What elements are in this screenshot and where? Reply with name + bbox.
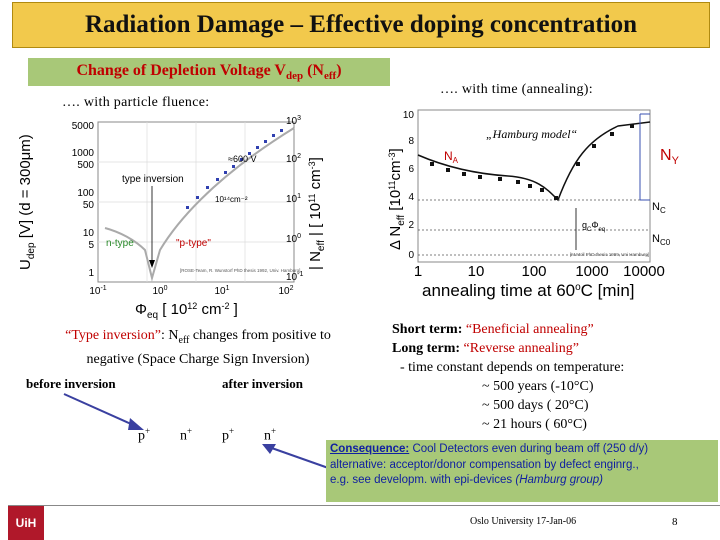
svg-text:10-1: 10-1 <box>286 271 303 283</box>
consequence-line3: e.g. see developm. with epi-devices (Ham… <box>330 474 603 486</box>
svg-text:100: 100 <box>77 188 94 199</box>
annealing-ylabel: Δ Neff [1011cm-3] <box>387 148 407 250</box>
svg-text:50: 50 <box>83 200 95 211</box>
svg-text:101: 101 <box>214 285 229 297</box>
university-logo: UiH <box>8 506 44 540</box>
fluence-credit: [ROSE-Team, R. Wunstorf PhD thesis 1992,… <box>180 268 300 273</box>
svg-text:1000: 1000 <box>575 263 608 280</box>
svg-text:102: 102 <box>278 285 293 297</box>
before-inversion-label: before inversion <box>26 376 116 391</box>
after-field-arrow <box>262 444 335 471</box>
short-term-line: Short term: “Beneficial annealing” <box>392 322 594 337</box>
annealing-curve <box>417 121 651 202</box>
nc-label: NC <box>652 201 666 215</box>
long-term-line: Long term: “Reverse annealing” <box>392 341 579 356</box>
annealing-chart: 10 8 6 4 2 0 1 10 100 1000 10000 Δ Neff … <box>387 109 680 300</box>
svg-text:103: 103 <box>286 115 301 127</box>
subtitle: Change of Depletion Voltage Vdep (Neff) <box>76 61 342 83</box>
consequence-text: Cool Detectors even during beam off (250… <box>409 443 649 455</box>
svg-text:1000: 1000 <box>72 148 95 159</box>
svg-text:2: 2 <box>408 220 414 231</box>
annot-fluence: 10¹⁴cm⁻² <box>215 195 248 204</box>
svg-text:1: 1 <box>88 268 94 279</box>
consequence-box: Consequence: Cool Detectors even during … <box>326 440 718 502</box>
after-p-plus: p+ <box>222 426 235 444</box>
na-label: NA <box>444 149 459 165</box>
tc-line-3: ~ 21 hours ( 60°C) <box>482 417 587 432</box>
fluence-curve <box>104 127 295 282</box>
svg-text:1: 1 <box>414 263 422 280</box>
gc-label: gCΦeq <box>582 220 605 233</box>
svg-text:10000: 10000 <box>623 263 665 280</box>
type-inversion-arrowhead <box>149 260 155 268</box>
before-p-plus: p+ <box>138 426 151 444</box>
fluence-chart: 5000 1000 500 100 50 10 5 1 103 102 101 … <box>17 115 327 320</box>
right-ytick-labels: 103 102 101 100 10-1 <box>286 115 303 283</box>
consequence-label: Consequence: <box>330 443 410 455</box>
after-inversion-label: after inversion <box>222 376 303 391</box>
annot-600v: ≈600 V <box>228 154 256 164</box>
fluence-ylabel-right: | Neff | [ 1011 cm-3] <box>307 157 327 270</box>
ny-label: NY <box>660 147 680 167</box>
before-field-arrow <box>63 393 144 430</box>
svg-text:0: 0 <box>408 250 414 261</box>
nc0-label: NC0 <box>652 233 671 247</box>
fluence-xtick-labels: 10-1 100 101 102 <box>89 285 293 297</box>
svg-text:4: 4 <box>408 192 414 203</box>
svg-text:10: 10 <box>83 228 95 239</box>
annealing-credit: [M.Moll PhD thesis 1999, Uni Hamburg] <box>570 252 649 257</box>
annot-ntype: n-type <box>106 238 134 249</box>
svg-text:10-1: 10-1 <box>89 285 106 297</box>
svg-text:10: 10 <box>468 263 485 280</box>
annealing-xtick-labels: 1 10 100 1000 10000 <box>414 263 665 280</box>
tc-line-2: ~ 500 days ( 20°C) <box>482 398 589 413</box>
fluence-points <box>186 129 283 209</box>
fluence-xlabel: Φeq [ 1012 cm-2 ] <box>135 301 238 320</box>
with-fluence-label: …. with particle fluence: <box>62 95 210 110</box>
footer-divider <box>8 505 720 506</box>
type-inversion-text: “Type inversion”: Neff changes from posi… <box>65 328 331 367</box>
subtitle-box: Change of Depletion Voltage Vdep (Neff) <box>28 58 390 86</box>
svg-text:102: 102 <box>286 153 301 165</box>
svg-text:8: 8 <box>408 136 414 147</box>
footer-center: Oslo University 17-Jan-06 <box>470 516 577 527</box>
svg-text:6: 6 <box>408 164 414 175</box>
annealing-xlabel: annealing time at 60oC [min] <box>422 281 635 300</box>
annot-type-inversion: type inversion <box>122 174 184 185</box>
annealing-points <box>430 124 634 200</box>
svg-text:101: 101 <box>286 193 301 205</box>
annealing-ytick-labels: 10 8 6 4 2 0 <box>403 110 415 261</box>
hamburg-model-label: „Hamburg model“ <box>486 127 578 141</box>
annot-ptype: "p-type" <box>176 238 211 249</box>
svg-text:5: 5 <box>88 240 94 251</box>
tc-line-1: ~ 500 years (-10°C) <box>482 379 594 394</box>
time-constant-line: - time constant depends on temperature: <box>400 360 625 375</box>
svg-text:100: 100 <box>152 285 167 297</box>
svg-text:100: 100 <box>286 233 301 245</box>
consequence-line2: alternative: acceptor/donor compensation… <box>330 458 639 471</box>
svg-text:10: 10 <box>403 110 415 121</box>
fluence-ylabel-left: Udep [V] (d = 300μm) <box>17 134 37 270</box>
svg-text:100: 100 <box>521 263 546 280</box>
svg-text:5000: 5000 <box>72 121 95 132</box>
before-n-plus: n+ <box>180 426 193 444</box>
svg-text:500: 500 <box>77 160 94 171</box>
page-number: 8 <box>672 516 678 528</box>
annealing-terms: Short term: “Beneficial annealing” Long … <box>392 320 712 434</box>
slide-title: Radiation Damage – Effective doping conc… <box>84 11 638 38</box>
title-bar: Radiation Damage – Effective doping conc… <box>12 2 710 48</box>
with-time-label: …. with time (annealing): <box>440 82 593 97</box>
left-ytick-labels: 5000 1000 500 100 50 10 5 1 <box>72 121 95 279</box>
after-n-plus: n+ <box>264 426 277 444</box>
